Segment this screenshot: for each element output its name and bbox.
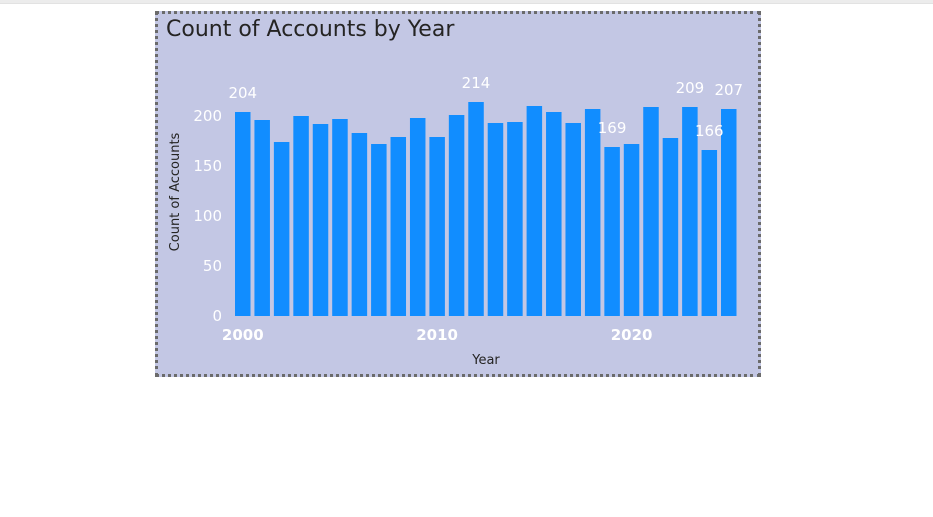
- data-label: 207: [714, 81, 743, 99]
- bar-2016[interactable]: [546, 112, 562, 316]
- bar-2014[interactable]: [507, 122, 523, 316]
- bar-2018[interactable]: [584, 109, 601, 316]
- bar-2007[interactable]: [371, 144, 387, 316]
- y-tick-label: 200: [193, 107, 222, 125]
- bar-2011[interactable]: [448, 115, 465, 316]
- bar-2009[interactable]: [409, 118, 426, 316]
- data-label: 214: [462, 74, 491, 92]
- bar-2013[interactable]: [487, 123, 504, 316]
- bar-2021[interactable]: [643, 107, 659, 316]
- y-tick-label: 100: [193, 207, 222, 225]
- bar-2008[interactable]: [390, 137, 407, 316]
- y-axis-title: Count of Accounts: [168, 132, 183, 251]
- bar-2012[interactable]: [468, 102, 484, 316]
- bar-2019[interactable]: [604, 147, 620, 316]
- bar-2025[interactable]: [721, 109, 737, 316]
- bar-2006[interactable]: [351, 133, 368, 316]
- data-label: 169: [598, 119, 627, 137]
- bar-2002[interactable]: [273, 142, 290, 316]
- x-tick-label: 2000: [222, 326, 264, 344]
- bar-2005[interactable]: [332, 119, 348, 316]
- top-toolbar-strip: [0, 0, 933, 4]
- x-tick-label: 2020: [611, 326, 653, 344]
- chart-title: Count of Accounts by Year: [166, 17, 455, 42]
- bar-chart-visual[interactable]: Count of Accounts by Year 0 50 100 150 200 20…: [155, 11, 761, 377]
- data-label: 204: [228, 84, 257, 102]
- data-label: 166: [695, 122, 724, 140]
- bar-2010[interactable]: [429, 137, 445, 316]
- y-tick-label: 0: [212, 307, 222, 325]
- bar-2004[interactable]: [312, 124, 329, 316]
- bar-2024[interactable]: [701, 150, 718, 316]
- data-label: 209: [676, 79, 705, 97]
- y-tick-label: 50: [203, 257, 222, 275]
- x-tick-label: 2010: [416, 326, 458, 344]
- bar-2001[interactable]: [254, 120, 270, 316]
- bar-2020[interactable]: [623, 144, 640, 316]
- bar-2023[interactable]: [682, 107, 698, 316]
- bar-2022[interactable]: [662, 138, 679, 316]
- bar-2015[interactable]: [526, 106, 543, 316]
- chart-plot-area: 0 50 100 150 200 2000 2010 2020 204 214 169 209 166 2…: [168, 74, 743, 368]
- bar-2000[interactable]: [235, 112, 251, 316]
- bar-2003[interactable]: [293, 116, 309, 316]
- x-axis-title: Year: [471, 353, 500, 368]
- y-tick-label: 150: [193, 157, 222, 175]
- bar-2017[interactable]: [565, 123, 581, 316]
